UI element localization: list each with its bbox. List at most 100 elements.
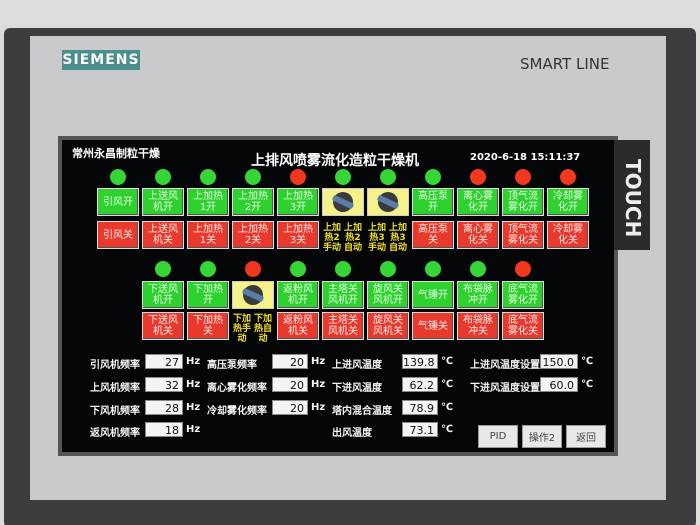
indicator-light	[245, 169, 261, 185]
indicator-light	[335, 261, 351, 277]
knob-icon	[242, 285, 264, 305]
param-value: 20	[272, 354, 308, 369]
button[interactable]: PID	[478, 425, 518, 448]
indicator-light	[380, 261, 396, 277]
indicator-light	[470, 169, 486, 185]
param-unit: Hz	[311, 356, 326, 367]
brand-logo: SIEMENS	[62, 50, 140, 70]
param-value: 18	[145, 422, 183, 437]
mode-label: 上加热2手动	[322, 223, 341, 253]
off-button[interactable]: 布袋脉冲关	[457, 312, 499, 340]
param-unit: Hz	[311, 402, 326, 413]
param-value: 60.0	[540, 377, 578, 392]
param-unit: ℃	[581, 356, 594, 367]
indicator-light	[290, 261, 306, 277]
off-button[interactable]: 旋风关风机关	[367, 312, 409, 340]
indicator-light	[515, 261, 531, 277]
on-button[interactable]: 高压泵开	[412, 188, 454, 216]
on-button[interactable]: 气锤开	[412, 281, 454, 309]
indicator-light	[515, 169, 531, 185]
series-label: SMART LINE	[520, 55, 610, 73]
off-button[interactable]: 下送风机关	[142, 312, 184, 340]
param-label: 塔内混合温度	[332, 406, 392, 417]
off-button[interactable]: 冷却雾化关	[547, 221, 589, 249]
param-unit: Hz	[186, 379, 201, 390]
off-button[interactable]: 主塔关风机关	[322, 312, 364, 340]
mode-label: 上加热3自动	[388, 223, 407, 253]
param-unit: Hz	[186, 356, 201, 367]
mode-label: 下加热手动	[232, 314, 251, 344]
param-value: 20	[272, 377, 308, 392]
off-button[interactable]: 底气流雾化关	[502, 312, 544, 340]
mode-switch-button[interactable]	[232, 281, 274, 309]
indicator-light	[155, 169, 171, 185]
on-button[interactable]: 下送风机开	[142, 281, 184, 309]
knob-icon	[377, 192, 399, 212]
mode-switch-button[interactable]	[322, 188, 364, 216]
off-button[interactable]: 下加热关	[187, 312, 229, 340]
indicator-light	[290, 169, 306, 185]
on-button[interactable]: 下加热开	[187, 281, 229, 309]
off-button[interactable]: 离心雾化关	[457, 221, 499, 249]
param-label: 下进风温度设置	[470, 383, 540, 394]
off-button[interactable]: 气锤关	[412, 312, 454, 340]
param-label: 下风机频率	[90, 406, 140, 417]
off-button[interactable]: 上加热3关	[277, 221, 319, 249]
param-label: 上进风温度设置	[470, 360, 540, 371]
on-button[interactable]: 上加热3开	[277, 188, 319, 216]
off-button[interactable]: 引风关	[97, 221, 139, 249]
on-button[interactable]: 离心雾化开	[457, 188, 499, 216]
on-button[interactable]: 主塔关风机开	[322, 281, 364, 309]
param-value: 78.9	[402, 400, 438, 415]
mode-switch-button[interactable]	[367, 188, 409, 216]
param-value: 150.0	[540, 354, 578, 369]
off-button[interactable]: 上送风机关	[142, 221, 184, 249]
button[interactable]: 返回	[566, 425, 606, 448]
param-label: 返风机频率	[90, 428, 140, 439]
on-button[interactable]: 引风开	[97, 188, 139, 216]
on-button[interactable]: 上加热1开	[187, 188, 229, 216]
datetime: 2020-6-18 15:11:37	[470, 152, 581, 163]
param-label: 上风机频率	[90, 383, 140, 394]
param-unit: ℃	[441, 356, 454, 367]
on-button[interactable]: 返粉风机开	[277, 281, 319, 309]
off-button[interactable]: 顶气流雾化关	[502, 221, 544, 249]
mode-label: 上加热2自动	[343, 223, 362, 253]
screen-title: 上排风喷雾流化造粒干燥机	[251, 153, 419, 169]
param-value: 62.2	[402, 377, 438, 392]
param-label: 引风机频率	[90, 360, 140, 371]
on-button[interactable]: 布袋脉冲开	[457, 281, 499, 309]
on-button[interactable]: 旋风关风机开	[367, 281, 409, 309]
on-button[interactable]: 上加热2开	[232, 188, 274, 216]
indicator-light	[425, 169, 441, 185]
param-value: 32	[145, 377, 183, 392]
param-label: 冷却雾化频率	[207, 406, 267, 417]
touch-strip	[614, 140, 650, 250]
off-button[interactable]: 高压泵关	[412, 221, 454, 249]
knob-icon	[332, 192, 354, 212]
param-unit: Hz	[186, 402, 201, 413]
on-button[interactable]: 冷却雾化开	[547, 188, 589, 216]
indicator-light	[200, 169, 216, 185]
off-button[interactable]: 上加热2关	[232, 221, 274, 249]
mode-label: 下加热自动	[253, 314, 272, 344]
touch-label: TOUCH	[621, 159, 645, 238]
indicator-light	[110, 169, 126, 185]
param-unit: ℃	[441, 379, 454, 390]
knob-handle	[242, 288, 264, 302]
indicator-light	[155, 261, 171, 277]
off-button[interactable]: 返粉风机关	[277, 312, 319, 340]
param-unit: ℃	[441, 424, 454, 435]
on-button[interactable]: 上送风机开	[142, 188, 184, 216]
knob-handle	[332, 195, 354, 209]
param-label: 出风温度	[332, 428, 372, 439]
indicator-light	[200, 261, 216, 277]
mode-label: 上加热3手动	[367, 223, 386, 253]
indicator-light	[245, 261, 261, 277]
on-button[interactable]: 顶气流雾化开	[502, 188, 544, 216]
off-button[interactable]: 上加热1关	[187, 221, 229, 249]
param-label: 离心雾化频率	[207, 383, 267, 394]
on-button[interactable]: 底气流雾化开	[502, 281, 544, 309]
button[interactable]: 操作2	[522, 425, 562, 448]
param-label: 下进风温度	[332, 383, 382, 394]
